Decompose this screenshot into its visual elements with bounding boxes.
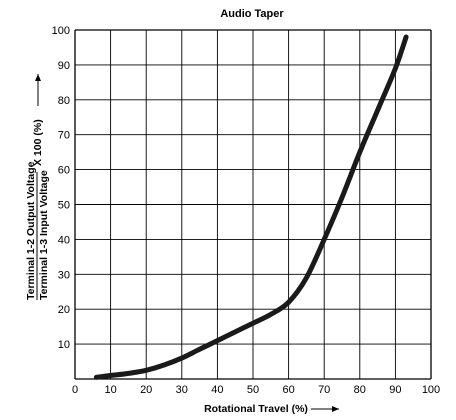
x-tick-label: 40 (211, 384, 223, 396)
x-tick-labels: 0 10 20 30 40 50 60 70 80 90 100 (72, 384, 440, 396)
x-axis-label-group: Rotational Travel (%) (204, 403, 339, 415)
series-line (93, 34, 409, 380)
x-axis-label: Rotational Travel (%) (204, 403, 308, 415)
chart-title: Audio Taper (220, 8, 284, 20)
y-axis-arrowhead (35, 74, 41, 81)
x-axis-arrowhead (332, 406, 339, 412)
x-tick-label: 20 (140, 384, 152, 396)
x-tick-label: 0 (72, 384, 78, 396)
y-tick-label: 100 (52, 25, 70, 37)
x-tick-label: 50 (247, 384, 259, 396)
y-tick-label: 70 (58, 130, 70, 142)
y-axis-label-numerator: Terminal 1-2 Output Voltage (25, 161, 37, 300)
y-tick-label: 10 (58, 339, 70, 351)
x-tick-label: 60 (282, 384, 294, 396)
y-tick-label: 60 (58, 165, 70, 177)
y-tick-labels: 10 20 30 40 50 60 70 80 90 100 (52, 25, 70, 351)
x-tick-label: 80 (354, 384, 366, 396)
x-tick-label: 90 (389, 384, 401, 396)
y-tick-label: 20 (58, 304, 70, 316)
y-tick-label: 40 (58, 234, 70, 246)
x-tick-label: 10 (104, 384, 116, 396)
x-tick-label: 70 (318, 384, 330, 396)
y-axis-label-denominator: Terminal 1-3 Input Voltage (38, 170, 50, 300)
x-tick-label: 30 (176, 384, 188, 396)
y-tick-label: 80 (58, 95, 70, 107)
y-tick-label: 90 (58, 60, 70, 72)
grid (74, 29, 432, 380)
series-layer (93, 34, 409, 380)
y-tick-label: 50 (58, 200, 70, 212)
y-tick-label: 30 (58, 269, 70, 281)
y-axis-label-suffix: X 100 (%) (32, 119, 44, 166)
y-axis-label-group: Terminal 1-2 Output Voltage Terminal 1-3… (25, 74, 50, 300)
x-tick-label: 100 (422, 384, 440, 396)
